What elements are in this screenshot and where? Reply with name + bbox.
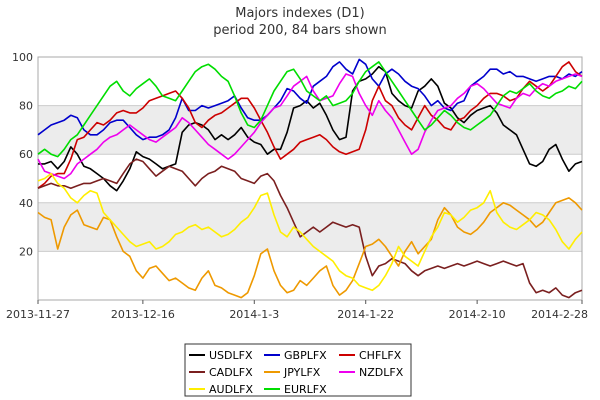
x-tick-label: 2013-11-27 bbox=[6, 308, 70, 321]
legend-label-chflfx: CHFLFX bbox=[359, 349, 402, 362]
y-tick-label: 20 bbox=[19, 245, 33, 258]
plot-frame bbox=[37, 56, 583, 301]
x-axis: 2013-11-27 2013-12-16 2014-1-3 2014-1-22 201… bbox=[6, 300, 588, 321]
x-tick-label: 2013-12-16 bbox=[111, 308, 175, 321]
legend-label-eurlfx: EURLFX bbox=[284, 383, 327, 396]
y-axis: 20 40 60 80 100 bbox=[12, 51, 33, 258]
upper-shaded-zone bbox=[38, 105, 582, 155]
y-tick-label: 60 bbox=[19, 148, 33, 161]
legend-label-cadlfx: CADLFX bbox=[209, 366, 253, 379]
x-tick-label: 2014-1-3 bbox=[229, 308, 279, 321]
series-line-chflfx bbox=[37, 61, 583, 189]
series-line-eurlfx bbox=[37, 61, 583, 158]
chart-title: Majors indexes (D1) bbox=[235, 6, 365, 21]
series-line-usdlfx bbox=[38, 65, 583, 192]
legend-label-jpylfx: JPYLFX bbox=[283, 366, 321, 379]
y-tick-label: 80 bbox=[19, 100, 33, 113]
series-lines bbox=[37, 58, 583, 299]
x-tick-label: 2014-2-28 bbox=[531, 308, 588, 321]
legend-frame bbox=[184, 343, 412, 397]
legend-label-usdlfx: USDLFX bbox=[209, 349, 253, 362]
y-tick-label: 100 bbox=[12, 51, 33, 64]
legend-label-nzdlfx: NZDLFX bbox=[359, 366, 404, 379]
series-line-cadlfx bbox=[37, 158, 583, 299]
legend-label-audlfx: AUDLFX bbox=[209, 383, 254, 396]
series-line-jpylfx bbox=[37, 197, 583, 299]
y-tick-label: 40 bbox=[19, 197, 33, 210]
series-line-audlfx bbox=[37, 172, 583, 292]
series-line-nzdlfx bbox=[37, 73, 583, 180]
legend-label-gbplfx: GBPLFX bbox=[284, 349, 327, 362]
legend: USDLFX GBPLFX CHFLFX CADLFX JPYLFX NZDLFX AUDL… bbox=[184, 343, 412, 397]
chart-subtitle: period 200, 84 bars shown bbox=[213, 23, 387, 38]
x-tick-label: 2014-1-22 bbox=[337, 308, 394, 321]
x-tick-label: 2014-2-10 bbox=[449, 308, 506, 321]
